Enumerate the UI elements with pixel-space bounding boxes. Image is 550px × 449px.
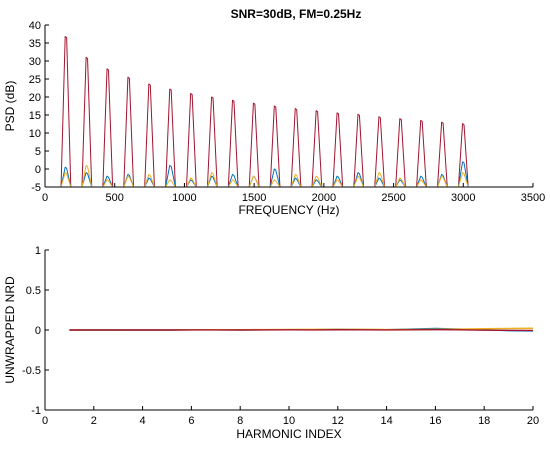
nrd-x-tick-label: 2	[91, 415, 97, 427]
psd-y-tick-label: 0	[35, 164, 41, 176]
nrd-y-tick-label: -1	[31, 405, 41, 417]
nrd-y-ticks: -1 -0.5 0 0.5 1	[22, 245, 49, 417]
nrd-y-tick-label: 1	[35, 245, 41, 257]
psd-plot-area	[45, 25, 533, 187]
psd-y-tick-label: 20	[29, 92, 41, 104]
nrd-y-tick-label: 0	[35, 325, 41, 337]
nrd-x-tick-label: 10	[283, 415, 295, 427]
nrd-x-axis-label: HARMONIC INDEX	[236, 427, 341, 441]
psd-y-tick-label: -5	[31, 182, 41, 194]
psd-y-tick-label: 15	[29, 110, 41, 122]
psd-x-tick-label: 500	[106, 192, 124, 204]
psd-y-tick-label: 35	[29, 38, 41, 50]
nrd-axes: 0 2 4 6 8 10 12 14 16 18 20 -1 -0.5 0 0.5 1 HARMONIC I…	[3, 245, 539, 441]
psd-x-tick-label: 2000	[312, 192, 336, 204]
nrd-x-tick-label: 18	[478, 415, 490, 427]
psd-y-tick-label: 30	[29, 56, 41, 68]
nrd-x-ticks: 0 2 4 6 8 10 12 14 16 18 20	[42, 406, 539, 427]
nrd-x-tick-label: 20	[527, 415, 539, 427]
nrd-x-tick-label: 8	[237, 415, 243, 427]
nrd-series-line	[69, 328, 534, 332]
nrd-x-tick-label: 4	[140, 415, 146, 427]
nrd-y-tick-label: -0.5	[22, 365, 41, 377]
psd-y-tick-label: 40	[29, 20, 41, 32]
psd-x-tick-label: 2500	[381, 192, 405, 204]
nrd-y-axis-label: UNWRAPPED NRD	[3, 276, 17, 384]
nrd-y-tick-label: 0.5	[26, 285, 41, 297]
nrd-x-tick-label: 16	[429, 415, 441, 427]
nrd-x-tick-label: 6	[188, 415, 194, 427]
nrd-x-tick-label: 14	[380, 415, 392, 427]
psd-x-tick-label: 0	[42, 192, 48, 204]
psd-y-axis-label: PSD (dB)	[3, 81, 17, 132]
chart-title: SNR=30dB, FM=0.25Hz	[231, 7, 362, 21]
psd-x-tick-label: 1500	[242, 192, 266, 204]
psd-y-tick-label: 25	[29, 74, 41, 86]
nrd-x-tick-label: 12	[332, 415, 344, 427]
psd-x-tick-label: 1000	[172, 192, 196, 204]
psd-y-ticks: -5 0 5 10 15 20 25 30 35 40	[29, 20, 49, 194]
psd-y-tick-label: 10	[29, 128, 41, 140]
nrd-series-group	[69, 327, 534, 332]
psd-x-tick-label: 3000	[451, 192, 475, 204]
psd-y-tick-label: 5	[35, 146, 41, 158]
psd-x-ticks: 0 500 1000 1500 2000 2500 3000 3500	[42, 183, 545, 204]
psd-x-axis-label: FREQUENCY (Hz)	[238, 203, 339, 217]
nrd-x-tick-label: 0	[42, 415, 48, 427]
psd-x-tick-label: 3500	[521, 192, 545, 204]
psd-axes: 0 500 1000 1500 2000 2500 3000 3500 -5051015202…	[3, 20, 545, 217]
